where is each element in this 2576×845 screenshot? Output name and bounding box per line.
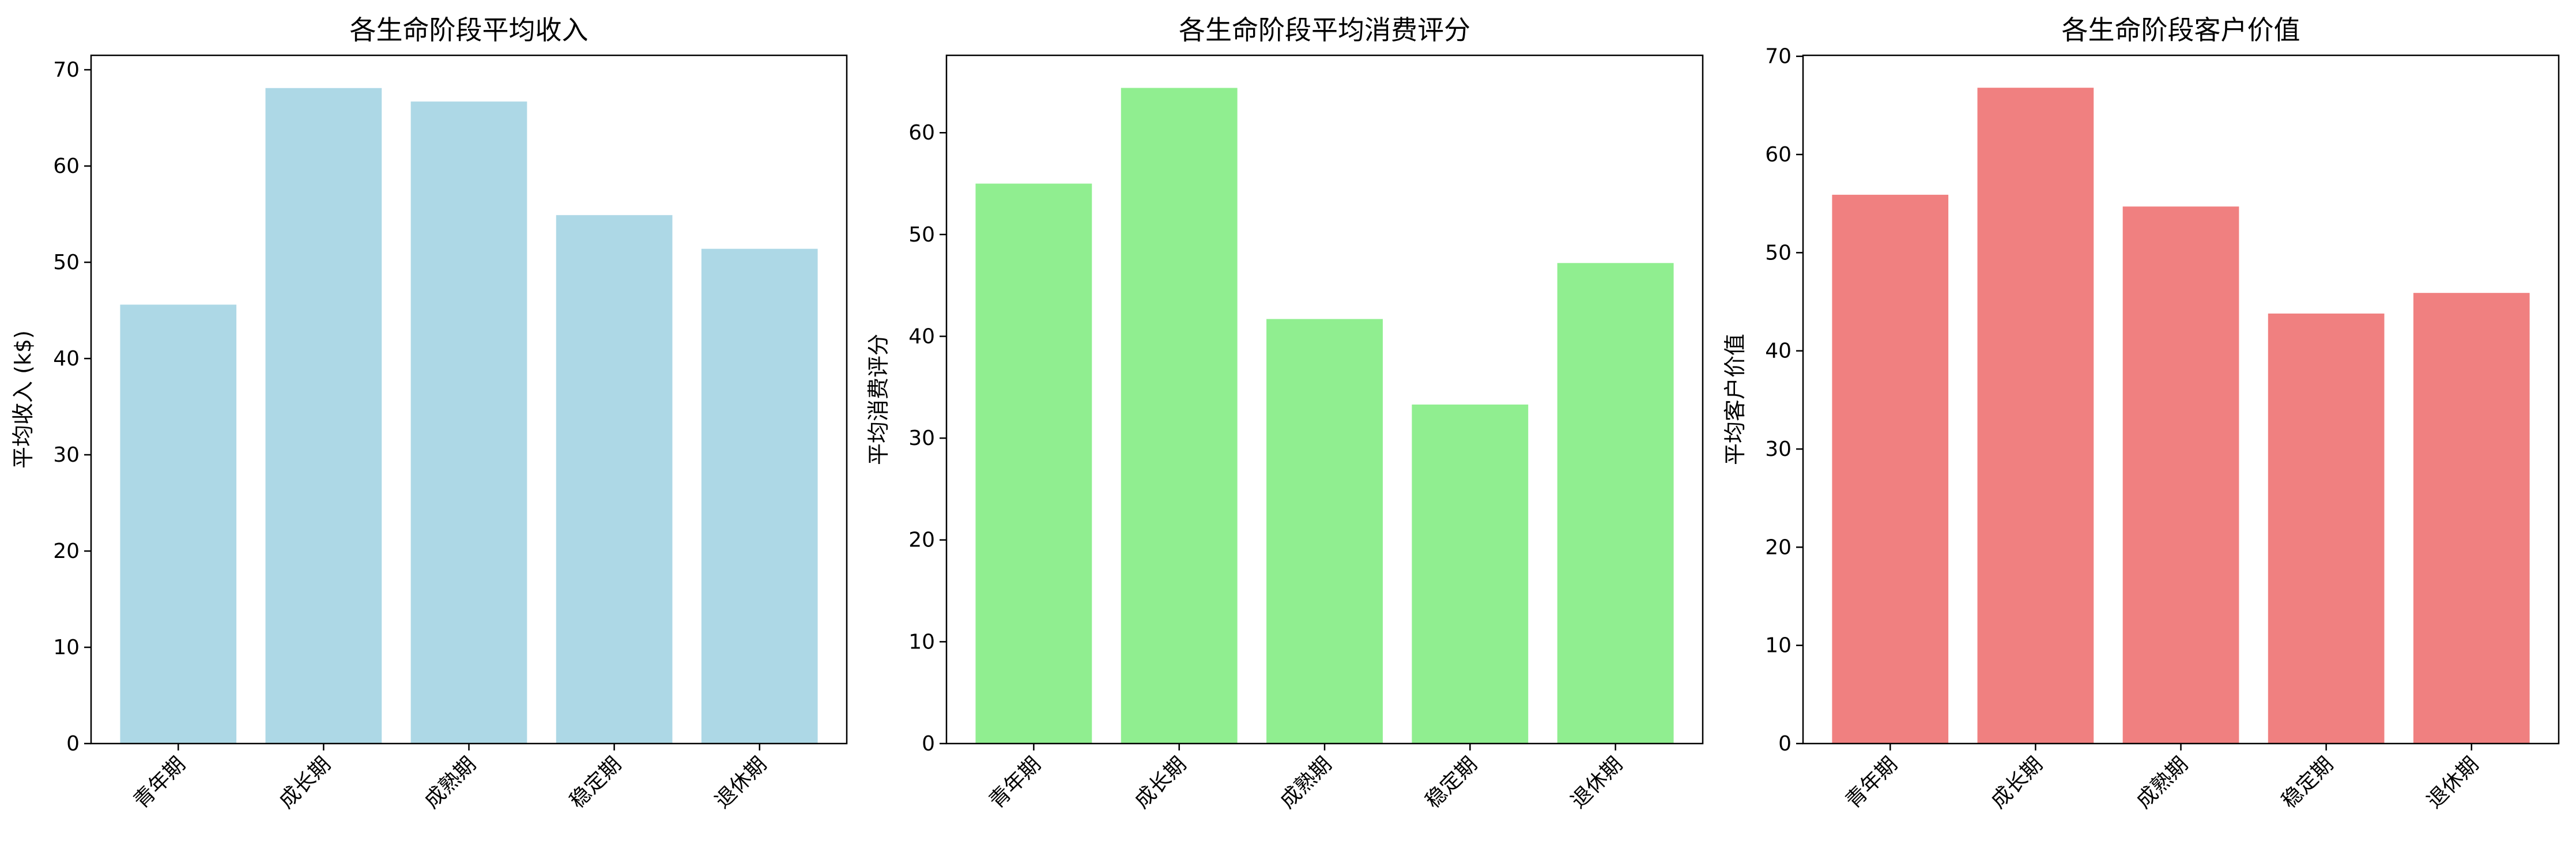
- y-tick-label: 60: [1765, 143, 1791, 167]
- y-tick-label: 10: [53, 636, 80, 659]
- bar-4: [1412, 404, 1529, 744]
- y-tick-label: 20: [1765, 535, 1791, 559]
- bar-3: [410, 101, 527, 744]
- bar-4: [2268, 313, 2385, 744]
- y-tick-label: 0: [922, 732, 935, 756]
- y-tick-label: 10: [1765, 634, 1791, 658]
- bar-3: [2122, 206, 2239, 744]
- bar-5: [1557, 263, 1674, 744]
- y-tick-label: 40: [53, 347, 80, 371]
- bar-1: [975, 183, 1092, 744]
- bar-4: [556, 215, 673, 744]
- y-tick-label: 0: [1778, 732, 1791, 756]
- bar-2: [1121, 88, 1238, 744]
- y-tick-label: 40: [908, 325, 935, 348]
- chart-title: 各生命阶段平均消费评分: [1179, 14, 1470, 46]
- bar-2: [1977, 88, 2094, 744]
- chart-title: 各生命阶段客户价值: [2062, 14, 2300, 46]
- y-axis-label: 平均消费评分: [866, 334, 891, 465]
- y-tick-label: 70: [1765, 45, 1791, 69]
- y-axis-label: 平均收入 (k$): [10, 330, 36, 469]
- y-tick-label: 60: [53, 154, 80, 178]
- y-tick-label: 0: [66, 732, 80, 756]
- bar-5: [701, 248, 818, 744]
- y-tick-label: 30: [53, 443, 80, 467]
- y-tick-label: 60: [908, 121, 935, 145]
- y-tick-label: 50: [1765, 241, 1791, 265]
- y-axis-label: 平均客户价值: [1722, 334, 1748, 465]
- bar-1: [1832, 194, 1949, 744]
- y-tick-label: 10: [908, 630, 935, 654]
- y-tick-label: 30: [908, 427, 935, 450]
- y-tick-label: 20: [53, 540, 80, 563]
- y-tick-label: 20: [908, 529, 935, 552]
- y-tick-label: 40: [1765, 339, 1791, 363]
- y-tick-label: 70: [53, 58, 80, 82]
- bar-5: [2413, 293, 2530, 744]
- y-tick-label: 30: [1765, 437, 1791, 461]
- bar-3: [1266, 319, 1383, 744]
- chart-title: 各生命阶段平均收入: [350, 14, 589, 46]
- y-tick-label: 50: [53, 251, 80, 274]
- y-tick-label: 50: [908, 223, 935, 247]
- bar-2: [265, 88, 382, 744]
- bar-1: [120, 304, 237, 744]
